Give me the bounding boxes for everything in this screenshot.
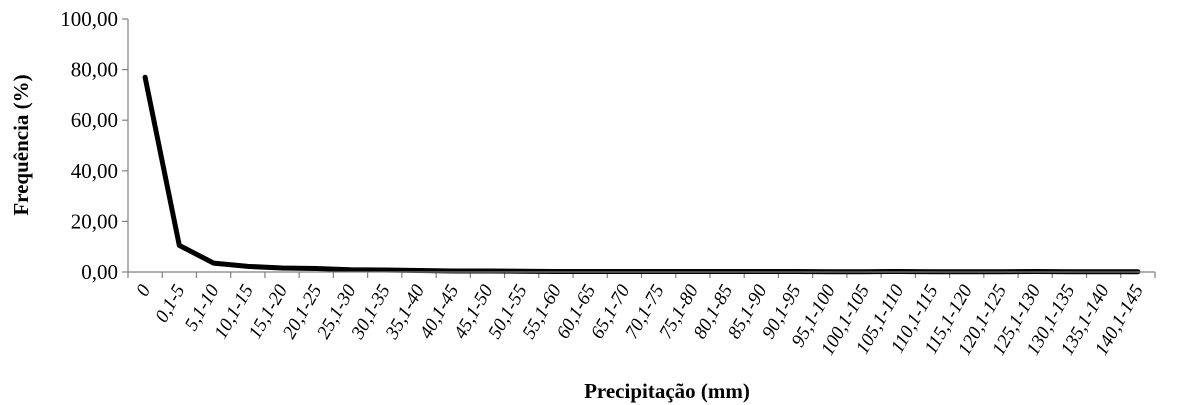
y-tick-label: 0,00	[81, 260, 118, 284]
x-axis-ticks: 00,1-55,1-1010,1-1515,1-2020,1-2525,1-30…	[127, 272, 1156, 359]
y-axis-ticks: 0,00 20,00 40,00 60,00 80,00 100,00	[60, 7, 128, 284]
series-layer	[142, 74, 1141, 275]
y-axis-title: Frequência (%)	[9, 74, 33, 215]
x-tick-label: 0	[132, 281, 155, 300]
series-line	[142, 74, 1141, 275]
y-tick-label: 80,00	[71, 58, 118, 82]
x-axis-title: Precipitação (mm)	[584, 379, 750, 403]
y-tick-label: 20,00	[71, 209, 118, 233]
y-tick-label: 100,00	[60, 7, 118, 31]
y-tick-label: 40,00	[71, 159, 118, 183]
y-tick-label: 60,00	[71, 108, 118, 132]
